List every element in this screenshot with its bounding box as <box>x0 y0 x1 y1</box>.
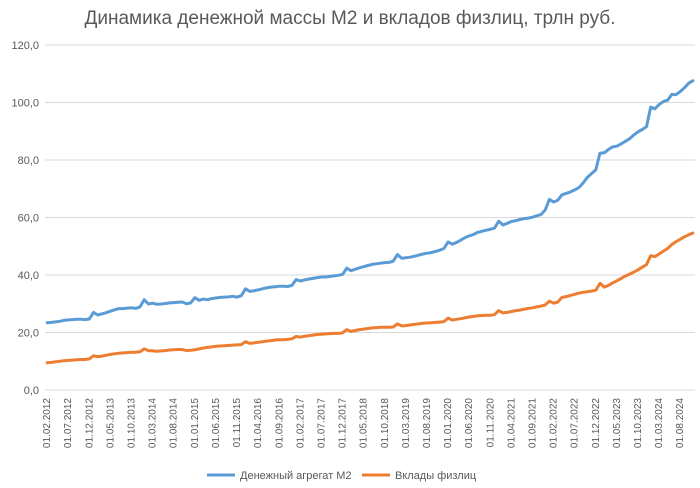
series-line-1 <box>45 79 695 325</box>
y-tick-label: 40,0 <box>18 270 39 282</box>
x-tick-label: 01.11.2015 <box>232 398 243 448</box>
x-tick-label: 01.09.2021 <box>528 398 539 448</box>
x-tick-label: 01.07.2022 <box>570 398 581 448</box>
legend-label-2: Вклады физлиц <box>395 470 477 482</box>
x-tick-label: 01.02.2022 <box>549 398 560 448</box>
x-axis: 01.02.2012 01.07.2012 01.12.2012 01.05.2013… <box>42 398 686 448</box>
x-tick-label: 01.06.2020 <box>464 398 475 448</box>
x-tick-label: 01.05.2023 <box>612 398 623 448</box>
x-tick-label: 01.04.2016 <box>253 398 264 448</box>
y-tick-label: 60,0 <box>18 213 39 225</box>
x-tick-label: 01.06.2015 <box>211 398 222 448</box>
x-tick-label: 01.09.2016 <box>274 398 285 448</box>
x-tick-label: 01.03.2024 <box>654 398 665 448</box>
y-tick-label: 120,0 <box>11 40 39 52</box>
y-tick-label: 100,0 <box>11 98 39 110</box>
x-tick-label: 01.10.2013 <box>127 398 138 448</box>
y-axis: 0,0 20,0 40,0 60,0 80,0 100,0 120,0 <box>11 40 39 397</box>
chart-title: Динамика денежной массы М2 и вкладов физ… <box>85 8 616 29</box>
legend-label-1: Денежный агрегат М2 <box>240 470 352 482</box>
x-tick-label: 01.11.2020 <box>485 398 496 448</box>
x-tick-label: 01.02.2012 <box>42 398 53 448</box>
x-tick-label: 01.07.2012 <box>63 398 74 448</box>
x-tick-label: 01.08.2014 <box>169 398 180 448</box>
x-tick-label: 01.08.2019 <box>422 398 433 448</box>
y-tick-label: 20,0 <box>18 328 39 340</box>
x-tick-label: 01.05.2013 <box>105 398 116 448</box>
x-tick-label: 01.12.2022 <box>591 398 602 448</box>
x-tick-label: 01.01.2020 <box>443 398 454 448</box>
x-tick-label: 01.05.2018 <box>359 398 370 448</box>
x-tick-label: 01.03.2014 <box>148 398 159 448</box>
grid <box>45 44 695 391</box>
series-line-2 <box>45 231 695 365</box>
x-tick-label: 01.07.2017 <box>316 398 327 448</box>
x-tick-label: 01.10.2023 <box>633 398 644 448</box>
y-tick-label: 80,0 <box>18 155 39 167</box>
x-tick-label: 01.03.2019 <box>401 398 412 448</box>
x-tick-label: 01.08.2024 <box>675 398 686 448</box>
x-tick-label: 01.01.2015 <box>190 398 201 448</box>
x-tick-label: 01.04.2021 <box>506 398 517 448</box>
y-tick-label: 0,0 <box>24 385 39 397</box>
x-tick-label: 01.10.2018 <box>380 398 391 448</box>
x-tick-label: 01.12.2017 <box>338 398 349 448</box>
x-tick-label: 01.02.2017 <box>295 398 306 448</box>
x-tick-label: 01.12.2012 <box>84 398 95 448</box>
legend: Денежный агрегат М2 Вклады физлиц <box>207 470 477 482</box>
series-group <box>45 79 695 365</box>
